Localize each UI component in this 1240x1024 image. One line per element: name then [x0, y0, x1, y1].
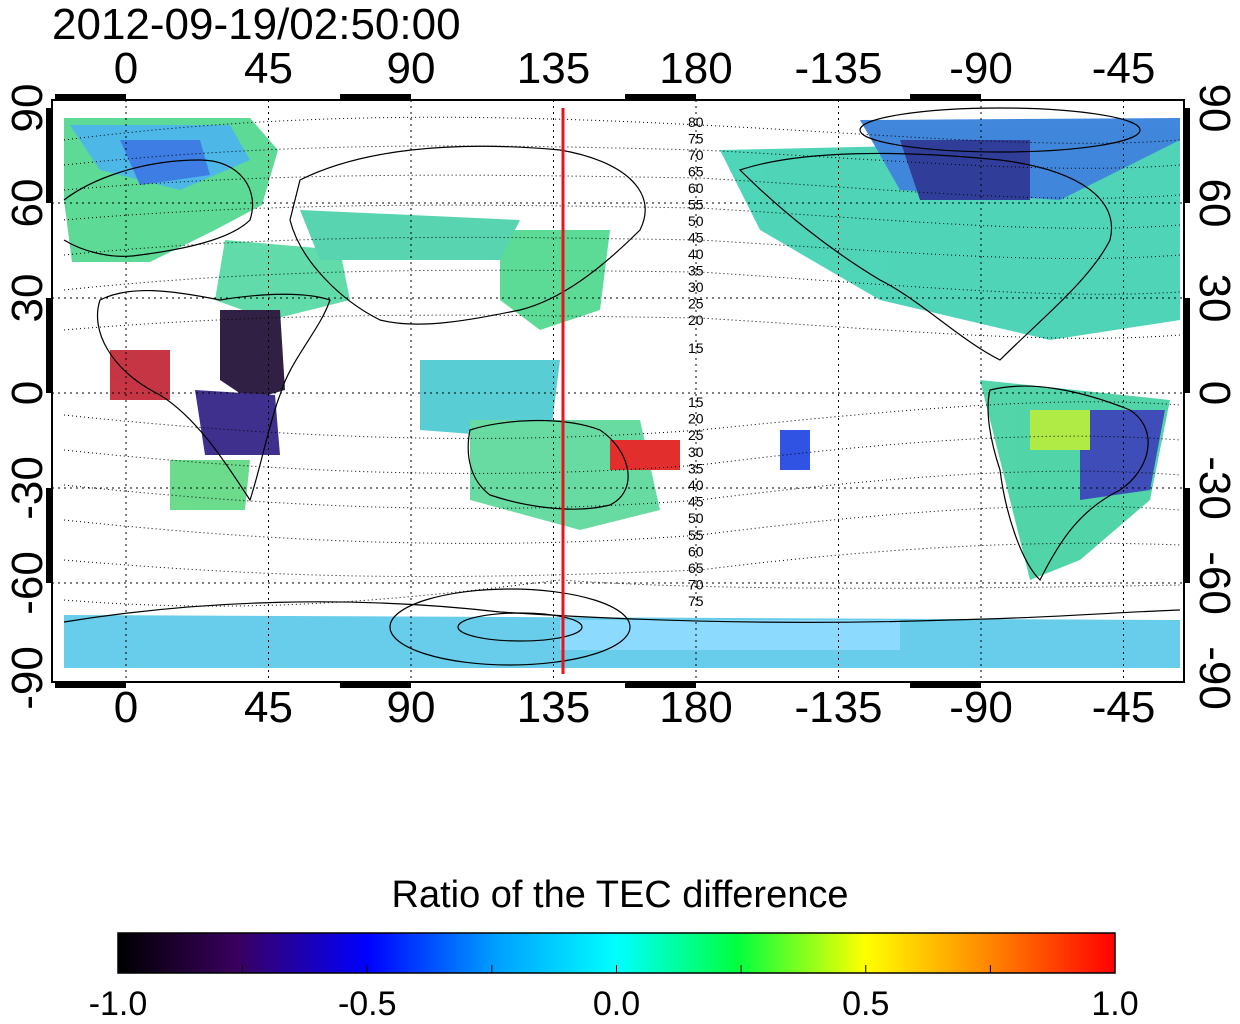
contour-label: 35: [688, 460, 704, 476]
axis-bar-segment: [46, 108, 52, 203]
axis-bar-segment: [625, 682, 696, 688]
contour-label: 60: [688, 543, 704, 559]
contour-label: 55: [688, 197, 704, 213]
colorbar-ticks: [117, 965, 1116, 973]
axis-tick-label: -45: [1091, 44, 1156, 93]
axis-tick-label: 0: [1190, 380, 1239, 406]
axis-bar-segment: [340, 94, 411, 100]
axis-tick-label: -60: [3, 551, 52, 615]
axis-tick-label: 180: [659, 44, 733, 93]
contour-label: 20: [688, 312, 704, 328]
axis-bar-segment: [55, 682, 126, 688]
contour-label: 70: [688, 147, 704, 163]
axis-tick-label: 45: [244, 683, 293, 732]
axis-bar-segment: [910, 682, 981, 688]
colorbar-tick-label: 1.0: [1091, 985, 1139, 1023]
axis-tick-label: -30: [1190, 456, 1239, 520]
axis-tick-label: -135: [794, 44, 883, 93]
axis-tick-label: 90: [386, 683, 436, 732]
colorbar-tick-label: -1.0: [88, 985, 148, 1023]
contour-label: 55: [688, 527, 704, 543]
axis-tick-label: 90: [386, 44, 436, 93]
axis-tick-label: -90: [1190, 646, 1239, 710]
contour-label: 75: [688, 131, 704, 147]
tec-data-patches: [64, 118, 1180, 668]
contour-label: 30: [688, 279, 704, 295]
axis-tick-label: 90: [1190, 83, 1239, 133]
axis-tick-label: 0: [3, 380, 52, 406]
axis-tick-label: 0: [113, 683, 139, 732]
contour-label: 40: [688, 246, 704, 262]
contour-label: 60: [688, 180, 704, 196]
contour-label: 75: [688, 593, 704, 609]
axis-bar-segment: [340, 682, 411, 688]
axis-tick-label: -90: [3, 646, 52, 710]
axis-tick-label: 60: [3, 178, 52, 228]
axis-bars: [46, 94, 1190, 688]
contour-label: 15: [688, 340, 704, 356]
axis-bar-segment: [1184, 108, 1190, 203]
coastlines: [63, 145, 1181, 623]
contour-label: 35: [688, 263, 704, 279]
contour-label: 70: [688, 577, 704, 593]
axis-bar-segment: [55, 94, 126, 100]
contour-label: 45: [688, 494, 704, 510]
axis-tick-label: -45: [1091, 683, 1156, 732]
contour-label: 50: [688, 213, 704, 229]
contour-label: 80: [688, 114, 704, 130]
axis-tick-label: 180: [659, 683, 733, 732]
contour-label: 20: [688, 411, 704, 427]
colorbar-tick-label: 0.5: [842, 985, 890, 1023]
axis-tick-label: 60: [1190, 178, 1239, 228]
axis-tick-label: 90: [3, 83, 52, 133]
axis-bar-segment: [1184, 298, 1190, 393]
map-title: 2012-09-19/02:50:00: [52, 0, 461, 49]
axis-tick-label: -90: [949, 44, 1013, 93]
contour-label: 30: [688, 444, 704, 460]
contour-label: 50: [688, 510, 704, 526]
contour-label: 15: [688, 394, 704, 410]
contour-label: 45: [688, 230, 704, 246]
axis-tick-label: -30: [3, 456, 52, 520]
colorbar-tick-label: -0.5: [337, 985, 397, 1023]
axis-tick-label: -60: [1190, 551, 1239, 615]
lat-lon-grid: [52, 100, 1184, 682]
axis-tick-label: 30: [1190, 273, 1239, 323]
contour-label: 25: [688, 427, 704, 443]
axis-tick-label: 135: [516, 683, 591, 732]
colorbar-title: Ratio of the TEC difference: [391, 874, 849, 916]
contour-label: 25: [688, 296, 704, 312]
contour-label: 40: [688, 477, 704, 493]
axis-tick-label: 0: [113, 44, 139, 93]
contour-label: 65: [688, 560, 704, 576]
axis-bar-segment: [46, 488, 52, 583]
axis-bar-segment: [1184, 488, 1190, 583]
axis-tick-label: 45: [244, 44, 293, 93]
magnetic-latitude-contours: [63, 116, 1181, 607]
contour-label: 65: [688, 164, 704, 180]
axis-tick-label: -135: [794, 683, 883, 732]
axis-bar-segment: [46, 298, 52, 393]
axis-bar-segment: [910, 94, 981, 100]
axis-tick-label: 30: [3, 273, 52, 323]
colorbar-tick-label: 0.0: [592, 985, 641, 1023]
axis-bar-segment: [625, 94, 696, 100]
axis-tick-label: -90: [949, 683, 1013, 732]
axis-tick-label: 135: [516, 44, 591, 93]
